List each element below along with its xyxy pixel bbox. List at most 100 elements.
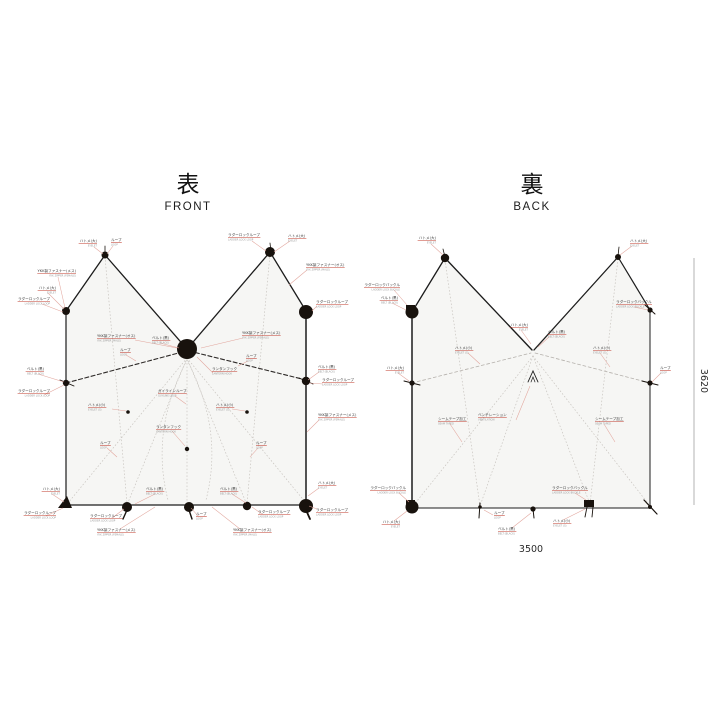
b-lbl-eyelet-ridge-left: ハトメ(小)EYELET (S) <box>455 345 481 365</box>
back-fabric-panel <box>411 256 651 509</box>
b-lbl-belt-left-top: ベルト(黒)BELT (BLACK) <box>379 296 407 311</box>
front-hardware-knob <box>299 499 313 513</box>
front-fold-4 <box>186 357 248 506</box>
front-hardware-knob <box>242 501 252 511</box>
b-lbl-loop-right-mid-leader-line <box>651 372 662 383</box>
back-hardware-strap <box>532 508 535 519</box>
f-lbl-loop-fold-right-leader-line <box>249 447 259 458</box>
b-lbl-belt-left-top-jp-text: ベルト(黒) <box>381 296 399 300</box>
back-seam-right-upper <box>617 256 651 311</box>
b-lbl-loop-right-mid-jp-text: ループ <box>660 365 671 370</box>
f-lbl-zipper-hub-right-leader-line <box>200 337 244 349</box>
f-lbl-eyelet-bl-corner-en-text: EYELET <box>51 491 61 495</box>
f-lbl-zipper-hub-left-jp-text: YKK製ファスナー(オス) <box>97 333 136 338</box>
f-lbl-ladderlock-bottom-1-jp-text: ラダーロックループ <box>90 513 122 518</box>
f-lbl-lantern-hook-hub-en-text: LANTERN HOOK <box>212 371 232 375</box>
b-lbl-buckle-left-top-jp-text: ラダーロックバックル <box>364 282 400 287</box>
b-lbl-eyelet-bottom-left-jp-text: ハトメ(大) <box>383 519 401 524</box>
f-lbl-eyelet-left-top: ハトメ(大)EYELET <box>37 285 65 310</box>
back-fold-6 <box>532 355 591 505</box>
b-lbl-buckle-bottom-left-en-text: LADDER LOCK BUCKLE <box>378 490 407 494</box>
f-lbl-eyelet-right-peak-leader-line <box>273 240 291 253</box>
f-lbl-zipper-bottom-right-en-text: YKK ZIPPER (MALE) <box>233 532 257 536</box>
f-lbl-ladderlock-right-top-en-text: LADDER LOCK LOOP <box>316 304 342 308</box>
front-hardware-knob <box>245 410 249 414</box>
b-lbl-eyelet-right-peak-leader-line <box>619 245 633 256</box>
f-lbl-guyline-center-leader-line <box>174 395 187 405</box>
f-lbl-belt-right-mid: ベルト(黒)BELT (BLACK) <box>307 365 337 381</box>
b-lbl-eyelet-right-peak-jp-text: ハトメ(大) <box>630 238 648 243</box>
f-lbl-ladderlock-bl-out-en-text: LADDER LOCK LOOP <box>31 515 57 519</box>
back-vent-caret-inner <box>530 376 536 383</box>
front-fold-6 <box>104 256 128 504</box>
f-lbl-guyline-center-en-text: GUYLINE LOOP <box>158 393 177 397</box>
front-fold-7 <box>246 253 271 504</box>
f-lbl-eyelet-dot-left-jp-text: ハトメ(小) <box>88 402 106 407</box>
f-lbl-ladderlock-left-top-en-text: LADDER LOCK LOOP <box>25 301 51 305</box>
f-lbl-lantern-hook-hub-jp-text: ランタンフック <box>212 366 237 371</box>
f-lbl-zipper-hub-right-en-text: YKK ZIPPER (FEMALE) <box>242 335 269 339</box>
f-lbl-zipper-right-top-leader-line <box>288 269 308 286</box>
f-lbl-belt-bottom-2: ベルト(黒)BELT (BLACK) <box>220 487 247 504</box>
f-lbl-belt-bottom-2-leader-line <box>231 493 247 504</box>
back-fold-3 <box>412 355 534 507</box>
front-seam-left-upper <box>65 254 106 312</box>
f-lbl-belt-left-mid-en-text: BELT (BLACK) <box>27 371 44 375</box>
f-lbl-loop-left-peak-leader-line <box>106 245 114 255</box>
b-lbl-belt-center-leader-line <box>537 336 550 348</box>
f-lbl-ladderlock-right-mid-en-text: LADDER LOCK LOOP <box>322 382 348 386</box>
front-ridge-left <box>65 350 187 384</box>
f-lbl-eyelet-left-top-leader-line <box>47 292 65 310</box>
f-lbl-ladderlock-left-top-leader-line <box>41 303 64 313</box>
f-lbl-belt-bottom-1-en-text: BELT (BLACK) <box>146 491 163 495</box>
f-lbl-belt-left-mid-leader-line <box>37 373 65 383</box>
b-lbl-buckle-left-top-leader-line <box>393 289 408 306</box>
b-lbl-eyelet-ridge-right-leader-line <box>599 352 611 368</box>
f-lbl-loop-fold-left-leader-line <box>106 447 118 458</box>
f-lbl-eyelet-left-peak: ハトメ(大)EYELET <box>78 238 104 255</box>
b-lbl-eyelet-bottom-left-en-text: EYELET <box>391 524 401 528</box>
b-lbl-belt-bottom-center: ベルト(黒)BELT (BLACK) <box>498 512 532 535</box>
b-lbl-eyelet-bottom-left: ハトメ(大)EYELET <box>381 510 408 528</box>
back-title-sub: BACK <box>513 201 551 213</box>
front-seam-left-peak <box>104 254 187 349</box>
b-lbl-buckle-bottom-left-jp-text: ラダーロックバックル <box>370 485 406 490</box>
f-lbl-zipper-right-low: YKK製ファスナー(メス)YKK ZIPPER (FEMALE) <box>306 412 357 433</box>
back-hardware-knob <box>478 505 482 509</box>
f-lbl-loop-ridge-left-en-text: LOOP <box>120 352 127 356</box>
b-lbl-belt-center: ベルト(黒)BELT (BLACK) <box>537 330 567 348</box>
f-lbl-ladderlock-bl-out-leader-line <box>45 507 64 517</box>
b-lbl-loop-bottom-stake-jp-text: ループ <box>494 510 505 515</box>
f-lbl-eyelet-right-peak-jp-text: ハトメ(大) <box>288 233 306 238</box>
back-hardware-knob <box>409 380 415 386</box>
b-lbl-eyelet-ridge-left-leader-line <box>467 352 481 365</box>
b-lbl-eyelet-bottom-right: ハトメ(小)EYELET (S) <box>553 508 586 527</box>
f-lbl-eyelet-right-low-leader-line <box>307 487 320 497</box>
f-lbl-ladderlock-right-peak-en-text: LADDER LOCK LOOP <box>228 237 254 241</box>
f-lbl-eyelet-dot-left: ハトメ(小)EYELET (S) <box>88 402 127 411</box>
b-lbl-eyelet-ridge-right: ハトメ(小)EYELET (S) <box>593 345 612 368</box>
b-lbl-eyelet-right-peak: ハトメ(大)EYELET <box>619 238 649 256</box>
f-lbl-zipper-hub-left-leader-line <box>134 339 178 349</box>
front-ridge-right <box>188 350 307 381</box>
b-lbl-belt-bottom-center-en-text: BELT (BLACK) <box>498 531 515 535</box>
f-lbl-loop-bottom-center-en-text: LOOP <box>196 516 203 520</box>
b-lbl-eyelet-bottom-right-en-text: EYELET (S) <box>553 523 567 527</box>
back-seam-left-peak <box>444 257 533 351</box>
back-ridge-left <box>411 352 532 384</box>
f-lbl-zipper-bottom-left-leader-line <box>119 506 156 530</box>
f-lbl-eyelet-bl-corner: ハトメ(大)EYELET <box>41 486 65 503</box>
back-hardware-knob <box>648 505 652 509</box>
f-lbl-zipper-left-top-leader-line <box>57 276 66 309</box>
front-hardware-wedge <box>58 496 72 508</box>
